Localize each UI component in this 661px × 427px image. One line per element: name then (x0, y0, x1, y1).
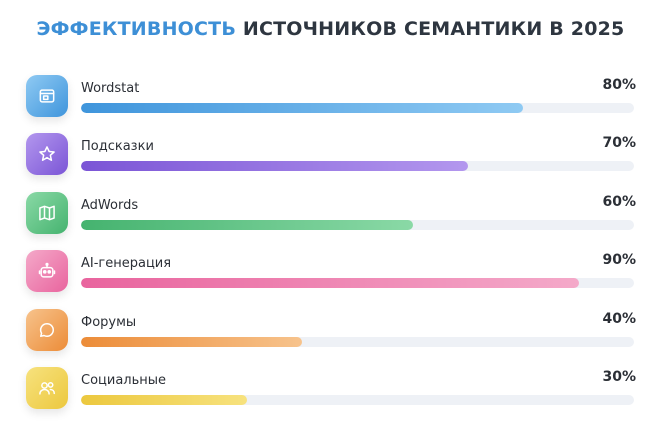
bar-row: Подсказки 70% (26, 133, 636, 177)
bar-fill (81, 395, 247, 405)
bar-value-label: 80% (602, 77, 636, 93)
bar-label: AdWords (81, 197, 139, 213)
chart-title: ЭФФЕКТИВНОСТЬ ИСТОЧНИКОВ СЕМАНТИКИ В 202… (0, 18, 661, 40)
browser-window-icon (26, 75, 68, 117)
bar-track (81, 395, 634, 405)
bar-fill (81, 336, 303, 347)
bar-value-label: 90% (602, 252, 636, 269)
bar-track (81, 219, 634, 230)
bar-fill (81, 219, 413, 230)
star-icon (26, 133, 68, 176)
bar-value-label: 30% (602, 369, 636, 385)
bar-label: AI-генерация (81, 256, 172, 272)
bar-fill (81, 278, 579, 289)
bar-fill (81, 161, 469, 172)
bar-track (81, 103, 634, 113)
map-icon (26, 191, 68, 234)
bar-label: Wordstat (81, 81, 140, 96)
bar-track (81, 336, 634, 347)
bar-row: Wordstat 80% (26, 75, 636, 119)
bar-label: Подсказки (81, 139, 154, 155)
bar-label: Форумы (81, 314, 137, 330)
bar-row: Форумы 40% (26, 308, 636, 353)
robot-icon (26, 250, 68, 293)
bar-track (81, 278, 634, 289)
bar-value-label: 40% (602, 310, 636, 327)
bar-track (81, 161, 634, 172)
chat-bubble-icon (26, 308, 68, 351)
users-icon (26, 367, 68, 409)
bar-value-label: 60% (602, 193, 636, 210)
bar-row: AdWords 60% (26, 191, 636, 236)
bar-label: Социальные (81, 373, 167, 388)
chart-title-rest: ИСТОЧНИКОВ СЕМАНТИКИ В 2025 (242, 18, 625, 40)
bar-fill (81, 103, 524, 113)
chart-title-highlight: ЭФФЕКТИВНОСТЬ (36, 18, 237, 40)
bar-row: Социальные 30% (26, 367, 636, 411)
bar-value-label: 70% (602, 135, 636, 152)
bar-row: AI-генерация 90% (26, 250, 636, 294)
